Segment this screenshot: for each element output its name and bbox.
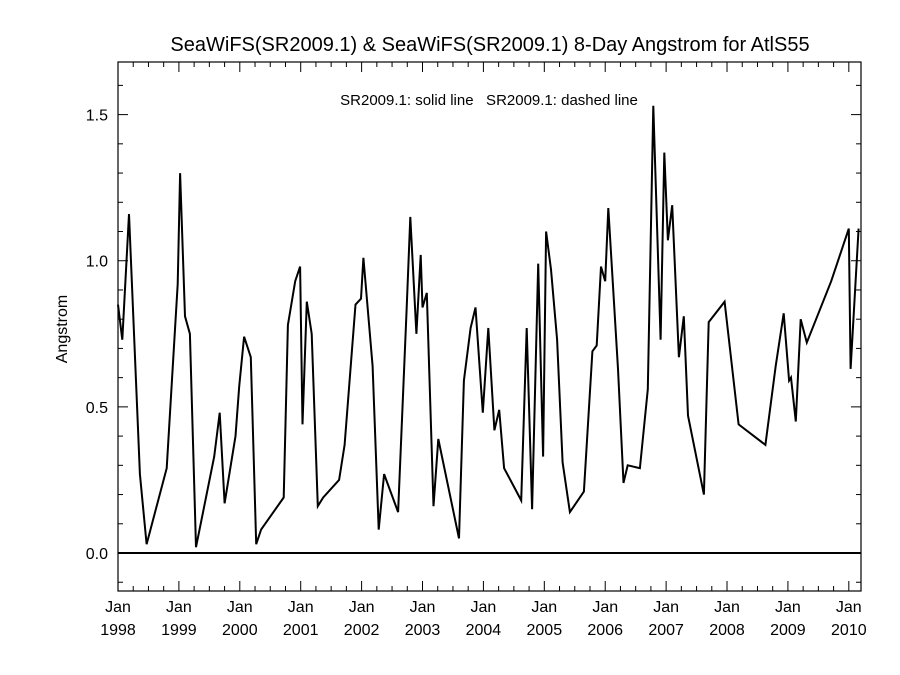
x-tick-year-label: 2003 — [405, 622, 441, 639]
x-tick-month-label: Jan — [410, 599, 436, 616]
x-tick-labels: Jan 1998 Jan 1999 Jan 2000 Jan 2001 Jan 2002 Jan 20… — [100, 599, 867, 639]
x-tick-year-label: 1999 — [161, 622, 197, 639]
x-tick-month-label: Jan — [775, 599, 801, 616]
x-tick-year-label: 2008 — [709, 622, 745, 639]
x-tick-month-label: Jan — [349, 599, 375, 616]
plot-frame-border — [117, 61, 862, 592]
x-tick-month-label: Jan — [471, 599, 497, 616]
x-tick-year-label: 2007 — [648, 622, 684, 639]
x-tick-year-label: 2006 — [587, 622, 623, 639]
y-tick-label: 1.5 — [86, 108, 108, 125]
y-tick-label: 0.0 — [86, 546, 108, 563]
y-tick-label: 1.0 — [86, 254, 108, 271]
axis-ticks — [117, 62, 861, 591]
plot-frame — [117, 61, 862, 592]
x-tick-month-label: Jan — [592, 599, 618, 616]
x-tick-month-label: Jan — [105, 599, 131, 616]
x-tick-month-label: Jan — [227, 599, 253, 616]
x-tick-year-label: 2001 — [283, 622, 319, 639]
x-tick-year-label: 1998 — [100, 622, 136, 639]
x-tick-month-label: Jan — [714, 599, 740, 616]
y-tick-label: 0.5 — [86, 400, 108, 417]
y-tick-labels: 0.0 0.5 1.0 1.5 — [86, 108, 108, 563]
x-tick-month-label: Jan — [531, 599, 557, 616]
x-tick-year-label: 2000 — [222, 622, 258, 639]
x-tick-month-label: Jan — [166, 599, 192, 616]
x-tick-year-label: 2005 — [527, 622, 563, 639]
x-tick-month-label: Jan — [653, 599, 679, 616]
x-tick-year-label: 2009 — [770, 622, 806, 639]
line-style-annotation: SR2009.1: solid line SR2009.1: dashed li… — [340, 92, 638, 109]
x-tick-year-label: 2002 — [344, 622, 380, 639]
chart-title: SeaWiFS(SR2009.1) & SeaWiFS(SR2009.1) 8-… — [170, 34, 809, 56]
series-lines — [117, 105, 861, 554]
angstrom-series-line — [117, 105, 860, 548]
x-tick-year-label: 2004 — [466, 622, 502, 639]
x-tick-month-label: Jan — [288, 599, 314, 616]
x-tick-month-label: Jan — [836, 599, 862, 616]
y-axis-label: Angstrom — [54, 295, 71, 363]
x-tick-year-label: 2010 — [831, 622, 867, 639]
